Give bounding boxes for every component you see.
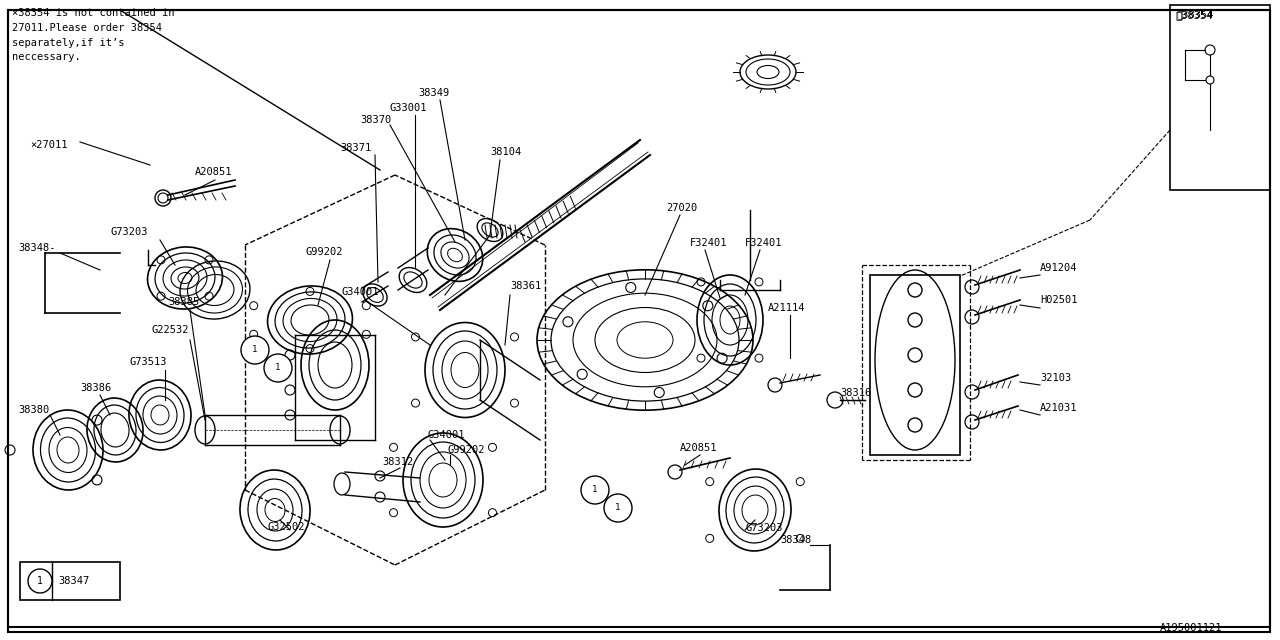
Text: G32502: G32502 <box>268 522 306 532</box>
Text: G73203: G73203 <box>745 523 782 533</box>
Text: A20851: A20851 <box>680 443 718 453</box>
Circle shape <box>241 336 269 364</box>
Text: 38385: 38385 <box>168 297 200 307</box>
Text: 38361: 38361 <box>509 281 541 291</box>
Text: 38316: 38316 <box>840 388 872 398</box>
Text: G22532: G22532 <box>152 325 189 335</box>
Text: G34001: G34001 <box>428 430 466 440</box>
Bar <box>870 275 960 455</box>
Text: A20851: A20851 <box>195 167 233 177</box>
Text: 1: 1 <box>37 576 44 586</box>
Text: 1: 1 <box>275 364 280 372</box>
Text: 38348-: 38348- <box>18 243 55 253</box>
Text: 38347: 38347 <box>58 576 90 586</box>
Text: 38370: 38370 <box>360 115 392 125</box>
Text: 32103: 32103 <box>1039 373 1071 383</box>
Text: ※38354: ※38354 <box>1176 9 1213 19</box>
Circle shape <box>908 348 922 362</box>
Text: ×38354 is not contained in
27011.Please order 38354
separately,if it’s
neccessar: ×38354 is not contained in 27011.Please … <box>12 8 174 62</box>
Circle shape <box>908 313 922 327</box>
Text: G73513: G73513 <box>131 357 168 367</box>
Text: ※38354: ※38354 <box>1175 10 1212 20</box>
Text: 38386: 38386 <box>79 383 111 393</box>
Text: A91204: A91204 <box>1039 263 1078 273</box>
Text: 38312: 38312 <box>381 457 413 467</box>
Circle shape <box>908 383 922 397</box>
Text: 1: 1 <box>616 504 621 513</box>
Circle shape <box>581 476 609 504</box>
Text: 1: 1 <box>593 486 598 495</box>
Text: A195001121: A195001121 <box>1160 623 1222 633</box>
Circle shape <box>908 283 922 297</box>
Text: F32401: F32401 <box>690 238 727 248</box>
Bar <box>1170 5 1270 190</box>
Text: ×27011: ×27011 <box>29 140 68 150</box>
Text: G33001: G33001 <box>390 103 428 113</box>
Text: G73203: G73203 <box>110 227 148 237</box>
Text: 27020: 27020 <box>666 203 698 213</box>
Text: 38348: 38348 <box>781 535 812 545</box>
Text: G99202: G99202 <box>448 445 485 455</box>
Text: 38104: 38104 <box>490 147 521 157</box>
Text: 1: 1 <box>252 346 257 355</box>
Circle shape <box>28 569 52 593</box>
Text: 38349: 38349 <box>419 88 449 98</box>
Text: G34001: G34001 <box>342 287 379 297</box>
Text: 38371: 38371 <box>340 143 371 153</box>
Bar <box>20 562 120 600</box>
Text: H02501: H02501 <box>1039 295 1078 305</box>
Circle shape <box>908 418 922 432</box>
Text: A21031: A21031 <box>1039 403 1078 413</box>
Text: 38380: 38380 <box>18 405 49 415</box>
Text: G99202: G99202 <box>305 247 343 257</box>
Circle shape <box>604 494 632 522</box>
Text: A21114: A21114 <box>768 303 805 313</box>
Circle shape <box>264 354 292 382</box>
Text: F32401: F32401 <box>745 238 782 248</box>
